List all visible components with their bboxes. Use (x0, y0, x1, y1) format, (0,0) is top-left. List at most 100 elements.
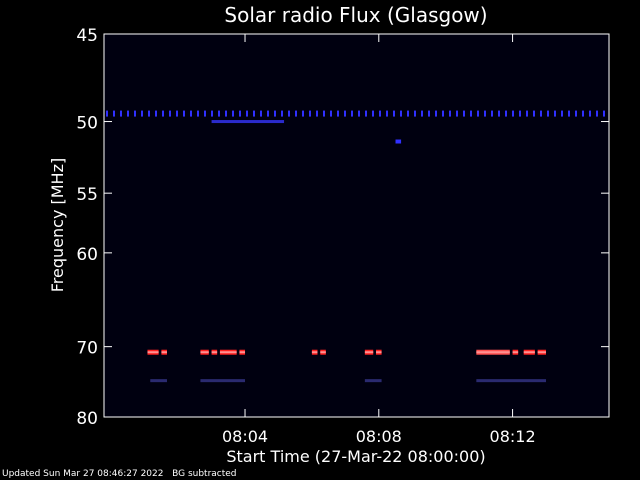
y-tick-label: 70 (76, 339, 98, 359)
burst-core (476, 351, 510, 354)
background-band-dash (414, 110, 416, 117)
background-band-dash (456, 110, 458, 117)
background-band-dash (547, 110, 549, 117)
signal-segment (211, 120, 285, 124)
x-tick-label: 08:12 (490, 427, 536, 446)
signal-segment (200, 379, 246, 383)
x-tick-label: 08:04 (222, 427, 268, 446)
background-band-dash (267, 110, 269, 117)
background-band-dash (526, 110, 528, 117)
burst-core (523, 351, 535, 354)
background-band-dash (540, 110, 542, 117)
background-band-dash (358, 110, 360, 117)
background-band-dash (393, 110, 395, 117)
background-band-dash (162, 110, 164, 117)
background-band-dash (498, 110, 500, 117)
background-band-dash (246, 110, 248, 117)
background-band-dash (183, 110, 185, 117)
background-band-dash (435, 110, 437, 117)
background-band-dash (337, 110, 339, 117)
background-band-dash (309, 110, 311, 117)
background-band-dash (463, 110, 465, 117)
burst-core (364, 351, 374, 354)
background-band-dash (365, 110, 367, 117)
background-band-dash (148, 110, 150, 117)
signal-segment (364, 379, 382, 383)
background-band-dash (561, 110, 563, 117)
plot-background (104, 34, 609, 417)
burst-core (219, 351, 237, 354)
background-band-dash (302, 110, 304, 117)
bg-subtracted-note: BG subtracted (172, 469, 237, 479)
background-band-dash (344, 110, 346, 117)
background-band-dash (330, 110, 332, 117)
plot-frame (103, 33, 610, 418)
y-axis-label: Frequency [MHz] (48, 158, 67, 292)
burst-core (311, 351, 318, 354)
background-band-dash (225, 110, 227, 117)
signal-dot (395, 139, 402, 144)
background-band-dash (484, 110, 486, 117)
background-band-dash (372, 110, 374, 117)
background-band-dash (582, 110, 584, 117)
x-axis: 08:04 08:08 08:12 (222, 34, 536, 446)
background-band-dash (239, 110, 241, 117)
burst-core (512, 351, 519, 354)
signal-segment (476, 379, 547, 383)
background-band-dash (274, 110, 276, 117)
background-band-dash (554, 110, 556, 117)
background-band-dash (141, 110, 143, 117)
background-band-dash (351, 110, 353, 117)
background-band-dash (260, 110, 262, 117)
background-band-dash (127, 110, 129, 117)
x-axis-label: Start Time (27-Mar-22 08:00:00) (226, 447, 485, 466)
spectrogram-marks (106, 110, 605, 383)
y-tick-label: 45 (76, 26, 98, 46)
background-band-dash (533, 110, 535, 117)
burst-core (376, 351, 382, 354)
background-band-dash (575, 110, 577, 117)
background-band-dash (603, 110, 605, 117)
background-band-dash (323, 110, 325, 117)
background-band-dash (113, 110, 115, 117)
background-band-dash (232, 110, 234, 117)
plot-area (103, 33, 610, 418)
background-band-dash (281, 110, 283, 117)
y-tick-label: 50 (76, 114, 98, 134)
background-band-dash (288, 110, 290, 117)
background-band-dash (400, 110, 402, 117)
background-band-dash (596, 110, 598, 117)
y-tick-label: 60 (76, 245, 98, 265)
background-band-dash (505, 110, 507, 117)
y-tick-label: 80 (76, 409, 98, 429)
chart-title: Solar radio Flux (Glasgow) (224, 3, 487, 27)
background-band-dash (155, 110, 157, 117)
background-band-dash (589, 110, 591, 117)
background-band-dash (204, 110, 206, 117)
burst-core (147, 351, 159, 354)
background-band-dash (197, 110, 199, 117)
y-tick-label: 55 (76, 185, 98, 205)
background-band-dash (176, 110, 178, 117)
x-tick-label: 08:08 (356, 427, 402, 446)
background-band-dash (218, 110, 220, 117)
background-band-dash (386, 110, 388, 117)
background-band-dash (106, 110, 108, 117)
background-band-dash (477, 110, 479, 117)
burst-core (537, 351, 547, 354)
background-band-dash (519, 110, 521, 117)
background-band-dash (470, 110, 472, 117)
background-band-dash (120, 110, 122, 117)
background-band-dash (169, 110, 171, 117)
y-axis: 45 50 55 60 70 80 (76, 26, 609, 429)
background-band-dash (491, 110, 493, 117)
background-band-dash (442, 110, 444, 117)
burst-core (211, 351, 218, 354)
burst-core (320, 351, 326, 354)
background-band-dash (407, 110, 409, 117)
background-band-dash (316, 110, 318, 117)
background-band-dash (134, 110, 136, 117)
background-band-dash (568, 110, 570, 117)
background-band-dash (295, 110, 297, 117)
